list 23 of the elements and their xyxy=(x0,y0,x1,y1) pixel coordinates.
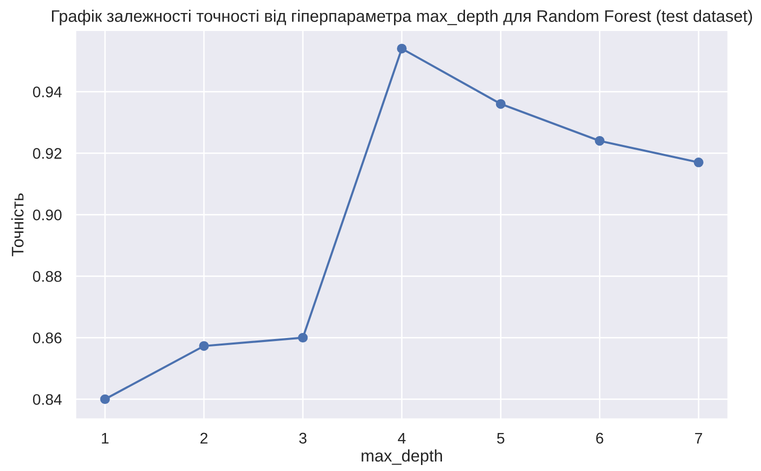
x-axis-title: max_depth xyxy=(362,449,442,465)
point xyxy=(100,394,110,404)
point xyxy=(694,158,704,168)
point xyxy=(199,341,209,351)
x-tick-label: 3 xyxy=(299,432,306,444)
point xyxy=(298,332,308,343)
x-tick-label: 5 xyxy=(497,432,504,444)
y-tick-label: 0.94 xyxy=(33,86,62,98)
point xyxy=(496,99,506,109)
chart-title: Графік залежності точності від гіперпараметра max_depth для Random Forest (test dataset) xyxy=(52,10,752,26)
point xyxy=(396,44,407,54)
point xyxy=(594,136,605,146)
y-axis-title: Точність xyxy=(11,193,24,256)
x-tick-label: 7 xyxy=(695,432,702,444)
y-tick-label: 0.86 xyxy=(33,332,62,344)
y-tick-label: 0.88 xyxy=(33,271,62,282)
x-tick-label: 4 xyxy=(398,432,406,444)
x-tick-label: 1 xyxy=(102,432,109,444)
y-tick-label: 0.84 xyxy=(33,394,62,405)
x-tick-label: 2 xyxy=(200,432,208,444)
y-tick-label: 0.92 xyxy=(33,148,62,159)
x-tick-label: 6 xyxy=(596,432,604,444)
y-tick-label: 0.90 xyxy=(33,210,62,220)
